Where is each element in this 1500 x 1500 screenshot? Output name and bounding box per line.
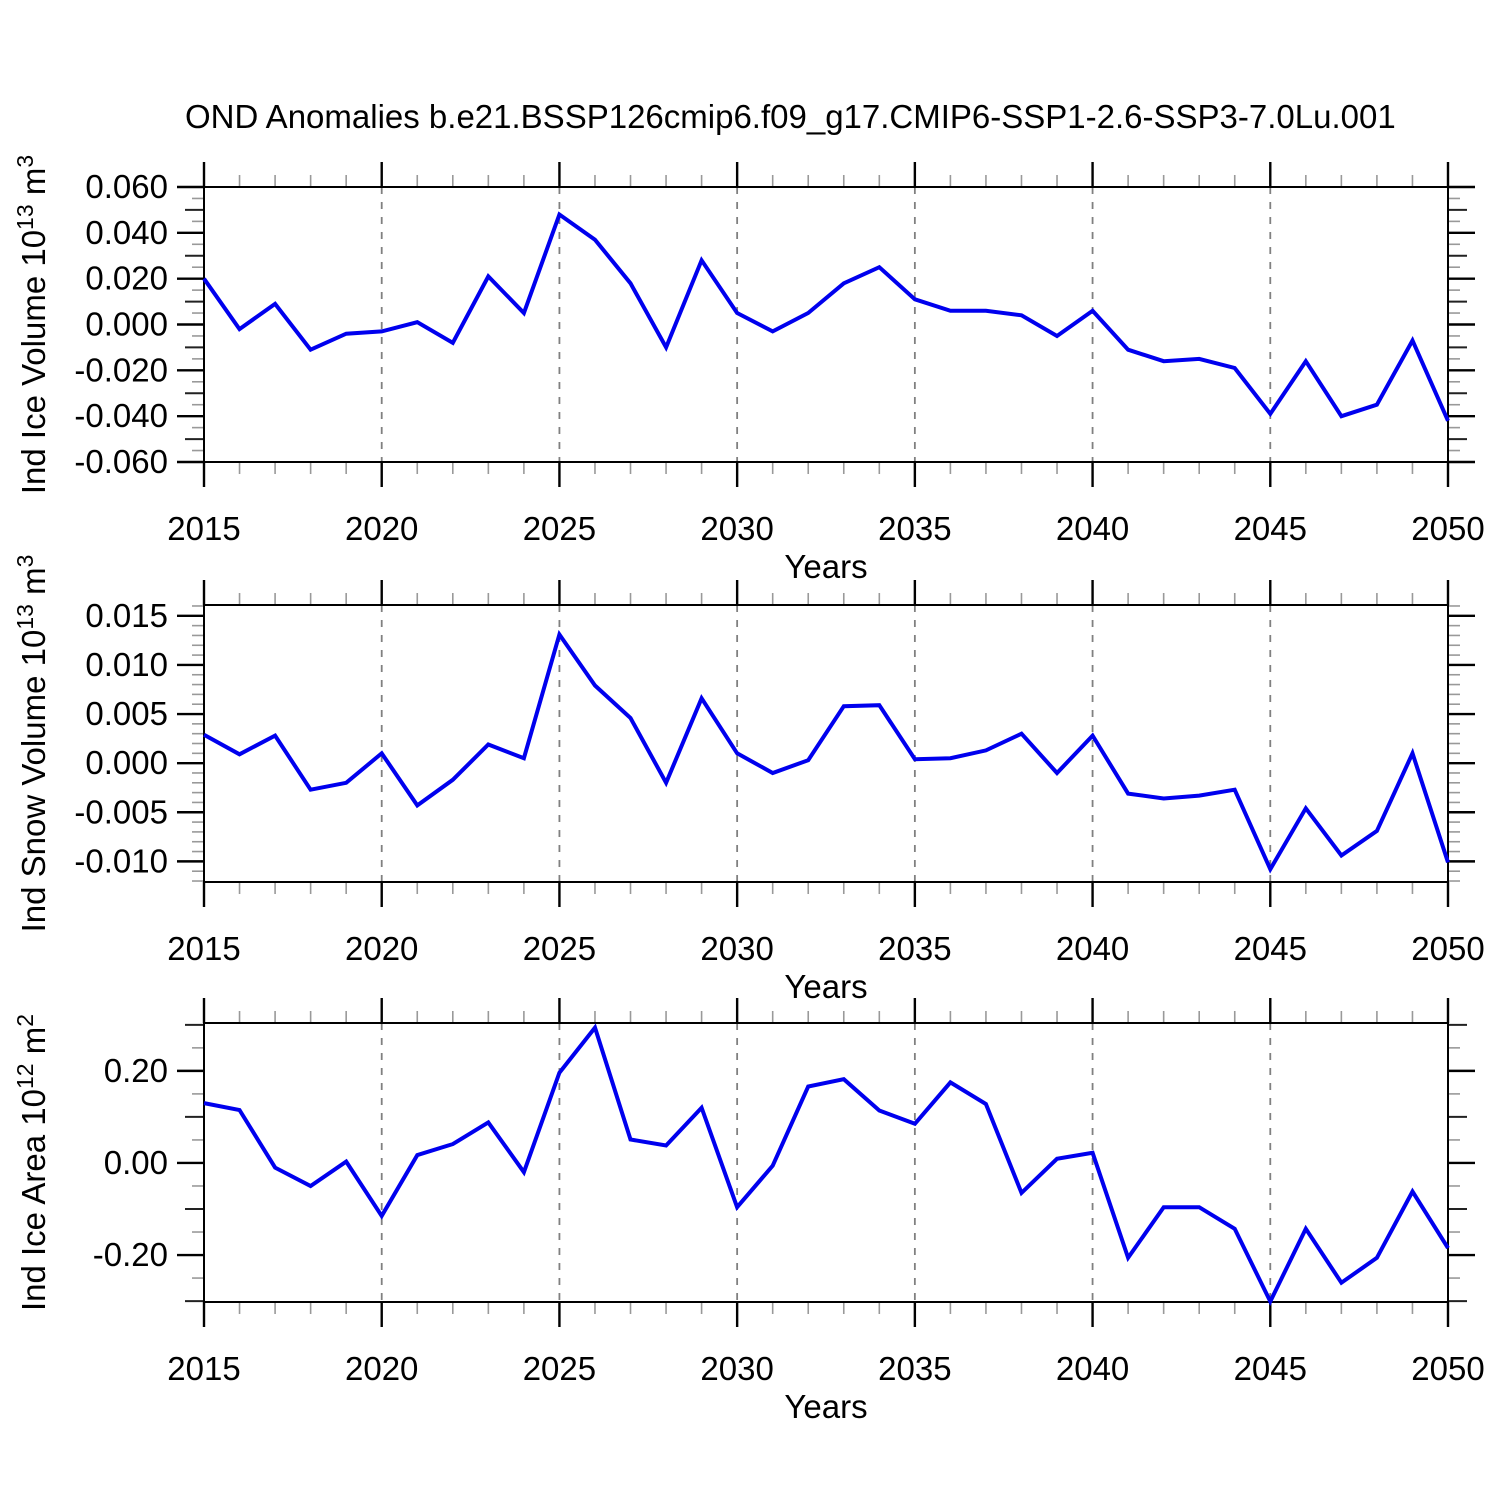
y-tick-label: 0.020	[85, 260, 168, 297]
y-tick-label: 0.060	[85, 168, 168, 205]
x-tick-label: 2030	[700, 510, 773, 547]
x-tick-label: 2045	[1234, 930, 1307, 967]
x-tick-label: 2015	[167, 1350, 240, 1387]
x-tick-label: 2050	[1411, 510, 1484, 547]
panel-ind-ice-area: 0.20 0.00 -0.20 2015 2020 2025 2030 2035 2040 204…	[12, 998, 1485, 1425]
x-tick-label: 2015	[167, 510, 240, 547]
panels-group: 0.060 0.040 0.020 0.000 -0.020 -0.040 -0.060 20…	[12, 155, 1485, 1425]
y-axis-title: Ind Ice Volume 1013 m3	[12, 155, 52, 494]
y-tick-label: 0.010	[85, 646, 168, 683]
x-tick-label: 2030	[700, 1350, 773, 1387]
y-tick-label: 0.00	[104, 1144, 168, 1181]
y-axis-title: Ind Ice Area 1012 m2	[12, 1014, 52, 1311]
y-tick-label: 0.015	[85, 597, 168, 634]
x-tick-label: 2020	[345, 930, 418, 967]
panel-frame	[203, 1022, 1449, 1303]
panel-ind-snow-volume: 0.015 0.010 0.005 0.000 -0.005 -0.010 2015 2020…	[12, 555, 1485, 1005]
panel-frame	[203, 604, 1449, 883]
figure-title: OND Anomalies b.e21.BSSP126cmip6.f09_g17…	[185, 98, 1396, 135]
x-axis-title: Years	[784, 548, 867, 585]
y-tick-label: 0.005	[85, 695, 168, 732]
x-tick-label: 2050	[1411, 930, 1484, 967]
x-tick-label: 2025	[523, 930, 596, 967]
y-tick-label: -0.060	[74, 443, 168, 480]
y-tick-label: 0.000	[85, 306, 168, 343]
x-tick-label: 2030	[700, 930, 773, 967]
x-tick-label: 2045	[1234, 510, 1307, 547]
x-tick-label: 2040	[1056, 930, 1129, 967]
x-tick-label: 2025	[523, 1350, 596, 1387]
ind-snow-volume-line	[203, 629, 1450, 874]
y-axis-title: Ind Snow Volume 1013 m3	[12, 555, 52, 933]
y-tick-label: 0.20	[104, 1052, 168, 1089]
ind-ice-volume-line	[202, 211, 1450, 422]
y-tick-label: 0.000	[85, 744, 168, 781]
panel-frame	[203, 186, 1449, 463]
x-tick-label: 2045	[1234, 1350, 1307, 1387]
y-tick-label: -0.20	[93, 1236, 168, 1273]
x-tick-label: 2040	[1056, 1350, 1129, 1387]
y-tick-label: -0.010	[74, 842, 168, 879]
x-axis-title: Years	[784, 1388, 867, 1425]
x-tick-label: 2015	[167, 930, 240, 967]
x-tick-label: 2035	[878, 1350, 951, 1387]
x-tick-label: 2040	[1056, 510, 1129, 547]
x-tick-label: 2050	[1411, 1350, 1484, 1387]
y-tick-label: -0.040	[74, 397, 168, 434]
x-tick-label: 2020	[345, 1350, 418, 1387]
ind-ice-area-line	[203, 1023, 1450, 1307]
x-axis-title: Years	[784, 968, 867, 1005]
x-tick-label: 2035	[878, 930, 951, 967]
x-tick-label: 2025	[523, 510, 596, 547]
y-tick-label: -0.020	[74, 351, 168, 388]
y-tick-label: 0.040	[85, 214, 168, 251]
y-tick-label: -0.005	[74, 793, 168, 830]
panel-ind-ice-volume: 0.060 0.040 0.020 0.000 -0.020 -0.040 -0.060 20…	[12, 155, 1485, 585]
x-tick-label: 2020	[345, 510, 418, 547]
x-tick-label: 2035	[878, 510, 951, 547]
